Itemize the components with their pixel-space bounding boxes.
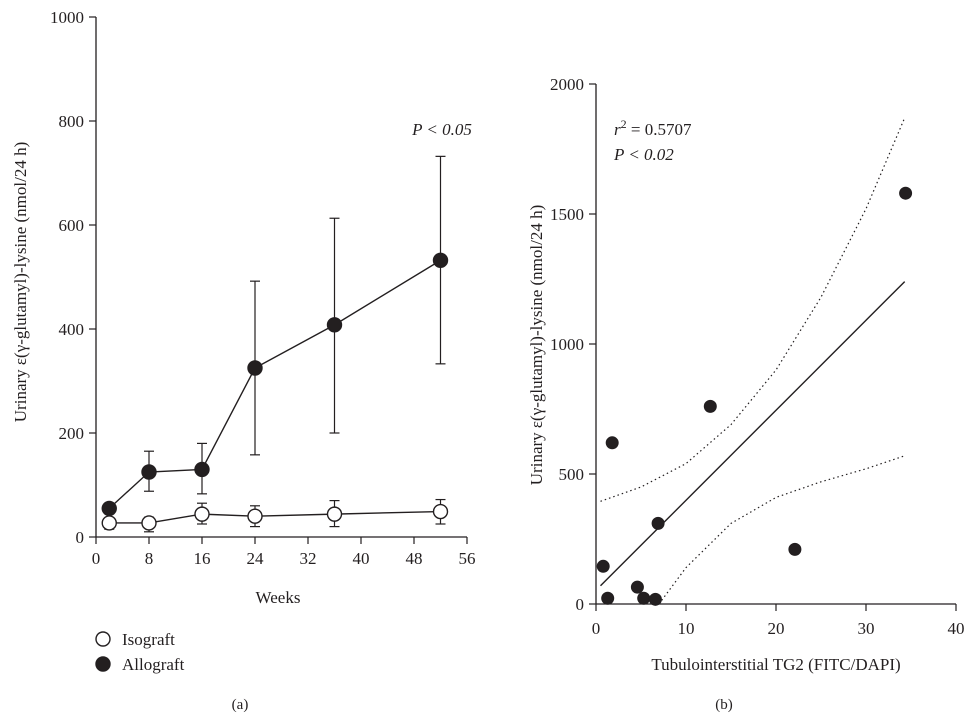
scatter-point [789,543,801,555]
panel-a-y-tick-label: 400 [59,320,85,339]
panel-a-y-ticks: 0 200 400 600 800 1000 [50,8,96,547]
panel-b-x-tick-label: 20 [768,619,785,638]
panel-a-axes [96,17,467,537]
panel-b-regression [601,118,905,604]
panel-b-x-tick-label: 30 [858,619,875,638]
allograft-point [328,318,342,332]
panel-b-y-tick-label: 1500 [550,205,584,224]
panel-b-x-axis-label: Tubulointerstitial TG2 (FITC/DAPI) [651,655,900,674]
allograft-line [109,260,440,508]
allograft-point [248,361,262,375]
panel-a-label: (a) [232,697,249,713]
panel-a-x-ticks: 0 8 16 24 32 40 48 56 [92,537,476,568]
allograft-point [142,465,156,479]
isograft-line [109,512,440,523]
scatter-point [602,592,614,604]
confidence-band-lower [659,456,905,604]
isograft-point [102,516,116,530]
regression-line [601,282,905,586]
panel-b-x-tick-label: 0 [592,619,601,638]
panel-b-label: (b) [715,697,733,713]
panel-a-y-axis-label: Urinary ε(γ-glutamyl)-lysine (nmol/24 h) [11,142,30,422]
panel-a-x-tick-label: 0 [92,549,101,568]
confidence-band-upper [601,118,905,502]
panel-b-y-tick-label: 1000 [550,335,584,354]
allograft-point [195,462,209,476]
legend-allograft-marker [96,657,110,671]
scatter-point [704,400,716,412]
series-isograft [102,500,447,532]
panel-a-x-axis-label: Weeks [256,588,301,607]
panel-a-x-tick-label: 40 [353,549,370,568]
isograft-point [328,507,342,521]
panel-b-y-axis-label: Urinary ε(γ-glutamyl)-lysine (nmol/24 h) [527,205,546,485]
panel-b-r2-annotation: r2 = 0.5707 [614,117,692,139]
panel-a-y-tick-label: 200 [59,424,85,443]
panel-a-line-chart: 0 200 400 600 800 1000 0 8 16 24 32 40 48 56 Urinary… [11,8,476,713]
panel-b-x-tick-label: 10 [678,619,695,638]
panel-a-x-tick-label: 8 [145,549,154,568]
allograft-point [434,253,448,267]
r2-value: = 0.5707 [627,120,692,139]
panel-a-x-tick-label: 32 [300,549,317,568]
panel-b-y-ticks: 0 500 1000 1500 2000 [550,75,596,614]
isograft-point [195,507,209,521]
panel-a-y-tick-label: 600 [59,216,85,235]
legend-isograft-label: Isograft [122,630,175,649]
scatter-point [638,592,650,604]
legend-isograft-marker [96,632,110,646]
scatter-point [606,437,618,449]
panel-b-scatter-chart: 0 500 1000 1500 2000 0 10 20 30 40 Urinary ε(γ-g… [527,75,965,713]
series-allograft [102,156,447,515]
scatter-point [900,187,912,199]
isograft-point [434,505,448,519]
scatter-point [652,517,664,529]
panel-b-x-ticks: 0 10 20 30 40 [592,604,965,638]
panel-a-series [102,156,447,531]
scatter-point [631,581,643,593]
panel-a-y-tick-label: 1000 [50,8,84,27]
panel-a-x-tick-label: 56 [459,549,476,568]
panel-b-p-annotation: P < 0.02 [613,145,674,164]
legend: Isograft Allograft [96,630,185,674]
panel-a-y-tick-label: 800 [59,112,85,131]
panel-a-p-annotation: P < 0.05 [411,120,472,139]
panel-b-y-tick-label: 2000 [550,75,584,94]
panel-a-x-tick-label: 48 [406,549,423,568]
panel-b-y-tick-label: 500 [559,465,585,484]
scatter-point [649,593,661,605]
panel-b-x-tick-label: 40 [948,619,965,638]
panel-b-y-tick-label: 0 [576,595,585,614]
scatter-point [597,560,609,572]
panel-a-x-tick-label: 24 [247,549,265,568]
legend-allograft-label: Allograft [122,655,185,674]
panel-a-y-tick-label: 0 [76,528,85,547]
isograft-point [248,509,262,523]
panel-a-x-tick-label: 16 [194,549,211,568]
isograft-point [142,516,156,530]
